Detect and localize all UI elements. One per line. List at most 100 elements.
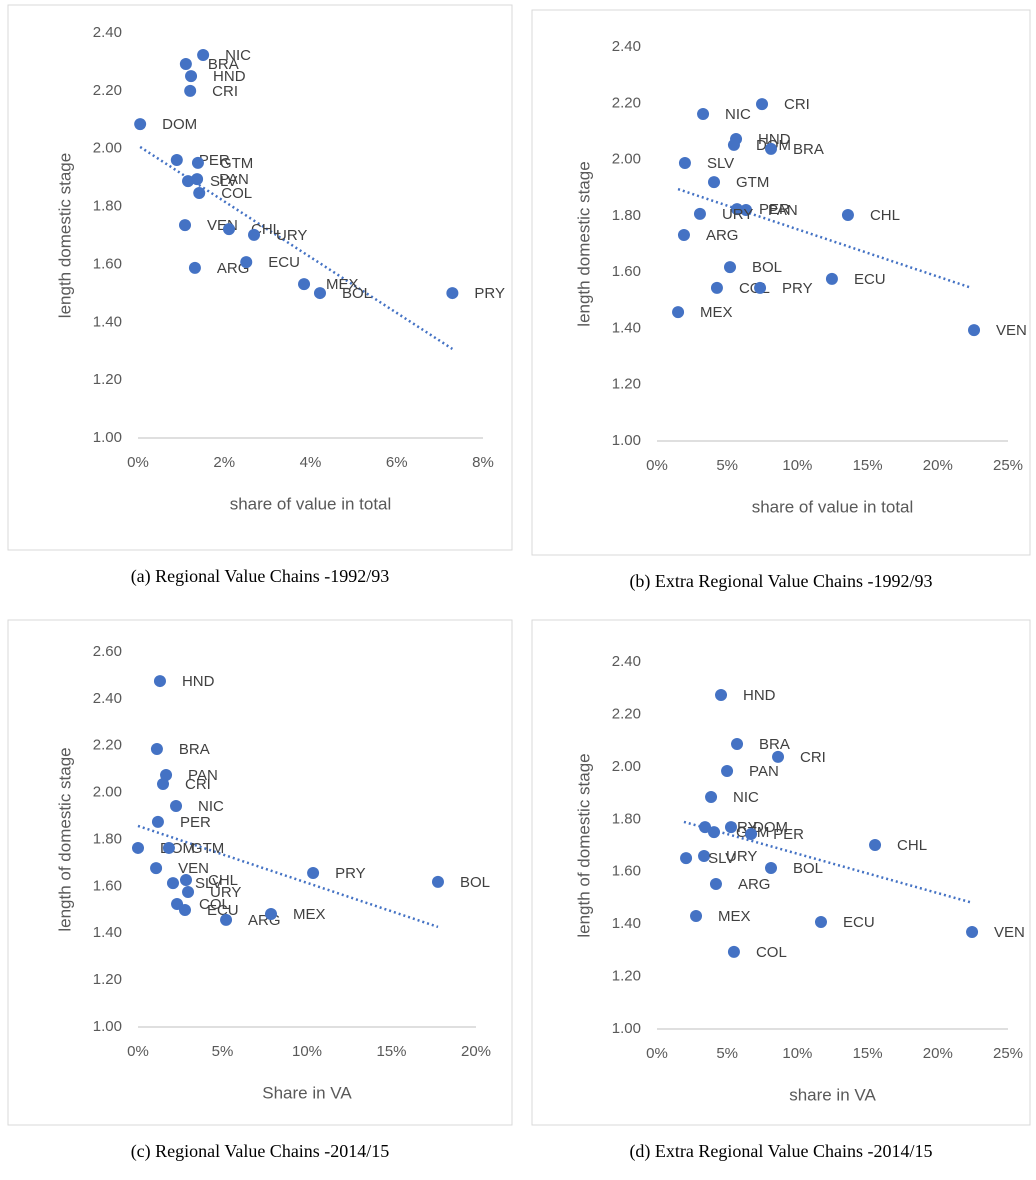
point-label: GTM [191,840,224,857]
point [756,98,769,111]
point [708,826,721,839]
panel-frame [531,619,1031,1126]
point [765,862,778,875]
point [754,281,767,294]
x-tick-label: 0% [127,1043,149,1060]
point-label: SLV [707,155,734,172]
point-label: ARG [706,227,739,244]
point-label: NIC [725,106,751,123]
x-tick-label: 5% [212,1043,234,1060]
point-label: BRA [793,141,824,158]
y-tick-label: 1.40 [93,313,122,330]
point-label: CHL [208,872,238,889]
point-label: HND [743,687,776,704]
point-label: PER [180,814,211,831]
point [825,272,838,285]
point [179,219,192,232]
point [188,261,201,274]
point [677,228,690,241]
x-tick-label: 2% [213,454,235,471]
point-label: BRA [179,741,210,758]
point-label: DOM [753,819,788,836]
y-axis-title: length of domestic stage [574,753,593,937]
point [184,84,197,97]
point [966,926,979,939]
point-label: VEN [178,860,209,877]
point [727,945,740,958]
point-label: CHL [870,207,900,224]
point-label: PRY [335,865,366,882]
y-tick-label: 1.40 [93,924,122,941]
point-label: MEX [326,276,359,293]
point [170,153,183,166]
x-tick-label: 0% [127,454,149,471]
point-label: CRI [185,776,211,793]
point-label: BOL [460,874,490,891]
caption: (d) Extra Regional Value Chains -2014/15 [629,1141,932,1162]
point [265,908,278,921]
caption: (b) Extra Regional Value Chains -1992/93 [629,571,932,592]
y-tick-label: 1.60 [612,263,641,280]
x-tick-label: 8% [472,454,494,471]
point-label: URY [210,884,241,901]
point-label: CHL [897,837,927,854]
y-axis-title: length domestic stage [574,161,593,326]
y-tick-label: 1.20 [612,968,641,985]
x-axis-title: share in VA [789,1085,876,1104]
point [431,875,444,888]
point [150,743,163,756]
point [765,142,778,155]
point [727,138,740,151]
point [153,675,166,688]
y-tick-label: 1.80 [612,207,641,224]
point [170,799,183,812]
point-label: ECU [207,902,239,919]
x-tick-label: 6% [386,454,408,471]
point-label: GTM [220,155,253,172]
x-tick-label: 10% [292,1043,322,1060]
point-label: PAN [219,171,249,188]
panel-frame [531,9,1031,556]
point [132,841,144,854]
y-tick-label: 2.40 [612,38,641,55]
panel-frame [7,4,513,551]
point [151,815,164,828]
point [721,765,734,778]
trendline [677,187,972,290]
y-tick-label: 2.00 [93,140,122,157]
x-tick-label: 5% [716,457,738,474]
point-label: VEN [996,322,1027,339]
point-label: ECU [843,914,875,931]
y-tick-label: 1.00 [612,432,641,449]
x-tick-label: 20% [923,1045,953,1062]
point [162,841,175,854]
point [193,186,206,199]
point [185,70,198,83]
y-axis-title: length of domestic stage [55,747,74,931]
point [690,910,703,923]
y-tick-label: 1.00 [93,429,122,446]
y-tick-label: 2.00 [612,758,641,775]
caption: (a) Regional Value Chains -1992/93 [131,566,390,587]
x-tick-label: 20% [461,1043,491,1060]
point [731,203,744,216]
point [248,228,261,241]
point [698,849,711,862]
panel-frame [7,619,513,1126]
point [705,791,718,804]
y-tick-label: 2.20 [93,737,122,754]
y-axis-title: length domestic stage [55,153,74,318]
point-label: URY [726,848,757,865]
x-tick-label: 0% [646,457,668,474]
point [697,107,710,120]
point [150,862,163,875]
point-label: NIC [198,798,224,815]
point [191,173,204,186]
point [678,156,691,169]
point [182,175,195,188]
point-label: HND [213,68,246,85]
point [220,913,233,926]
y-tick-label: 2.20 [93,82,122,99]
point-label: ARG [738,876,771,893]
